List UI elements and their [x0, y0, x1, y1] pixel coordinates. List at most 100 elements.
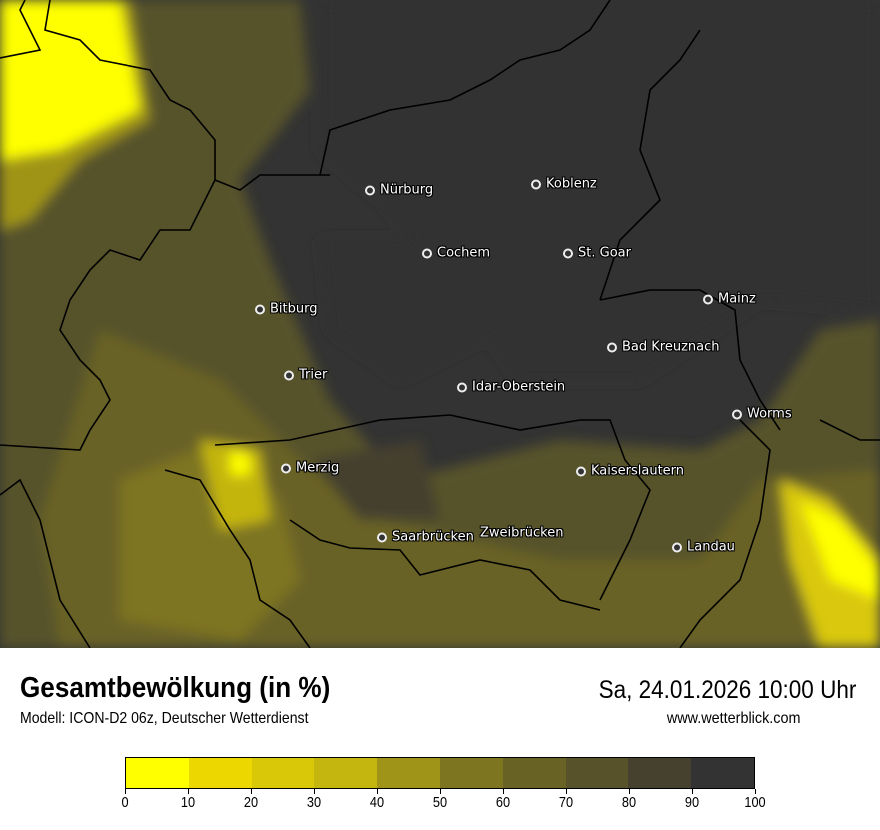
city-dot-icon — [457, 382, 467, 392]
border-line — [0, 0, 216, 451]
city-label: Worms — [747, 406, 792, 422]
border-line — [599, 29, 701, 301]
tick-label: 10 — [180, 794, 196, 811]
tick-mark — [440, 789, 441, 794]
city-dot-icon — [576, 466, 586, 476]
tick-label: 20 — [243, 794, 259, 811]
city-marker: Mainz — [703, 292, 756, 307]
border-line — [289, 519, 601, 611]
border-line — [319, 0, 611, 176]
border-line — [599, 289, 781, 431]
borders — [0, 0, 880, 648]
legend-swatch — [126, 758, 189, 788]
city-dot-icon — [281, 463, 291, 473]
tick-mark — [188, 789, 189, 794]
tick-mark — [566, 789, 567, 794]
legend-swatch — [251, 758, 315, 788]
city-marker: Koblenz — [531, 177, 597, 192]
cloud-cover-map: Nürburg Koblenz Cochem St. Goar Bitburg Mainz… — [0, 0, 880, 648]
border-line — [214, 174, 330, 191]
city-label: Idar-Oberstein — [472, 379, 566, 395]
city-dot-icon — [607, 342, 617, 352]
city-label: Mainz — [718, 291, 756, 307]
city-marker: Worms — [732, 407, 792, 422]
legend-swatch — [314, 758, 378, 788]
city-label: Zweibrücken — [480, 525, 564, 541]
city-marker: Nürburg — [365, 183, 433, 198]
city-marker: Merzig — [281, 461, 339, 476]
city-label: Saarbrücken — [392, 529, 474, 545]
legend-swatch — [565, 758, 629, 788]
tick-label: 90 — [684, 794, 700, 811]
city-dot-icon — [377, 532, 387, 542]
tick-mark — [251, 789, 252, 794]
model-source: Modell: ICON-D2 06z, Deutscher Wetterdie… — [20, 710, 309, 727]
border-line — [0, 0, 42, 59]
tick-label: 70 — [558, 794, 574, 811]
city-marker: St. Goar — [563, 246, 631, 261]
tick-label: 50 — [432, 794, 448, 811]
city-dot-icon — [422, 248, 432, 258]
city-label: Landau — [687, 539, 735, 555]
border-line — [164, 469, 311, 648]
cloud-area — [310, 440, 440, 520]
city-dot-icon — [255, 304, 265, 314]
tick-mark — [314, 789, 315, 794]
tick-mark — [692, 789, 693, 794]
legend-swatch — [691, 758, 754, 788]
city-dot-icon — [365, 185, 375, 195]
city-label: Cochem — [437, 245, 491, 261]
city-marker: Cochem — [422, 246, 490, 261]
color-legend — [125, 757, 755, 789]
legend-swatch — [502, 758, 566, 788]
tick-label: 60 — [495, 794, 511, 811]
legend-swatch — [188, 758, 252, 788]
city-dot-icon — [531, 179, 541, 189]
website-link[interactable]: www.wetterblick.com — [666, 710, 800, 727]
city-label: Koblenz — [546, 176, 597, 192]
city-dot-icon — [284, 370, 294, 380]
city-label: Nürburg — [380, 182, 434, 198]
city-dot-icon — [732, 409, 742, 419]
border-line — [679, 419, 771, 648]
border-line — [819, 419, 880, 441]
tick-mark — [629, 789, 630, 794]
tick-mark — [377, 789, 378, 794]
city-marker: Kaiserslautern — [576, 464, 684, 479]
cloud-area — [230, 450, 250, 475]
city-label: St. Goar — [578, 245, 631, 261]
map-title: Gesamtbewölkung (in %) — [20, 672, 331, 704]
legend-swatch — [377, 758, 440, 788]
city-label: Bad Kreuznach — [622, 339, 720, 355]
city-dot-icon — [703, 294, 713, 304]
tick-label: 30 — [306, 794, 322, 811]
tick-mark — [503, 789, 504, 794]
border-line — [0, 478, 91, 648]
border-line — [214, 414, 651, 601]
city-marker: Bad Kreuznach — [607, 340, 720, 355]
cloud-area — [800, 500, 880, 600]
city-label: Bitburg — [270, 301, 318, 317]
city-marker: Trier — [284, 368, 327, 383]
valid-datetime: Sa, 24.01.2026 10:00 Uhr — [598, 676, 856, 704]
city-marker: Landau — [672, 540, 735, 555]
city-label: Trier — [299, 367, 328, 383]
city-label: Kaiserslautern — [591, 463, 685, 479]
city-marker: Saarbrücken — [377, 530, 474, 545]
tick-label: 100 — [744, 794, 766, 811]
city-marker: Zweibrücken — [480, 526, 563, 541]
tick-mark — [125, 789, 126, 794]
cloud-area — [200, 440, 270, 530]
city-marker: Idar-Oberstein — [457, 380, 565, 395]
city-dot-icon — [672, 542, 682, 552]
city-dot-icon — [563, 248, 573, 258]
city-label: Merzig — [296, 460, 340, 476]
tick-label: 40 — [369, 794, 385, 811]
legend-swatch — [628, 758, 692, 788]
tick-label: 80 — [621, 794, 637, 811]
cloud-cover-field — [0, 0, 880, 648]
legend-swatch — [439, 758, 503, 788]
city-marker: Bitburg — [255, 302, 318, 317]
tick-mark — [755, 789, 756, 794]
tick-label: 0 — [121, 794, 129, 811]
